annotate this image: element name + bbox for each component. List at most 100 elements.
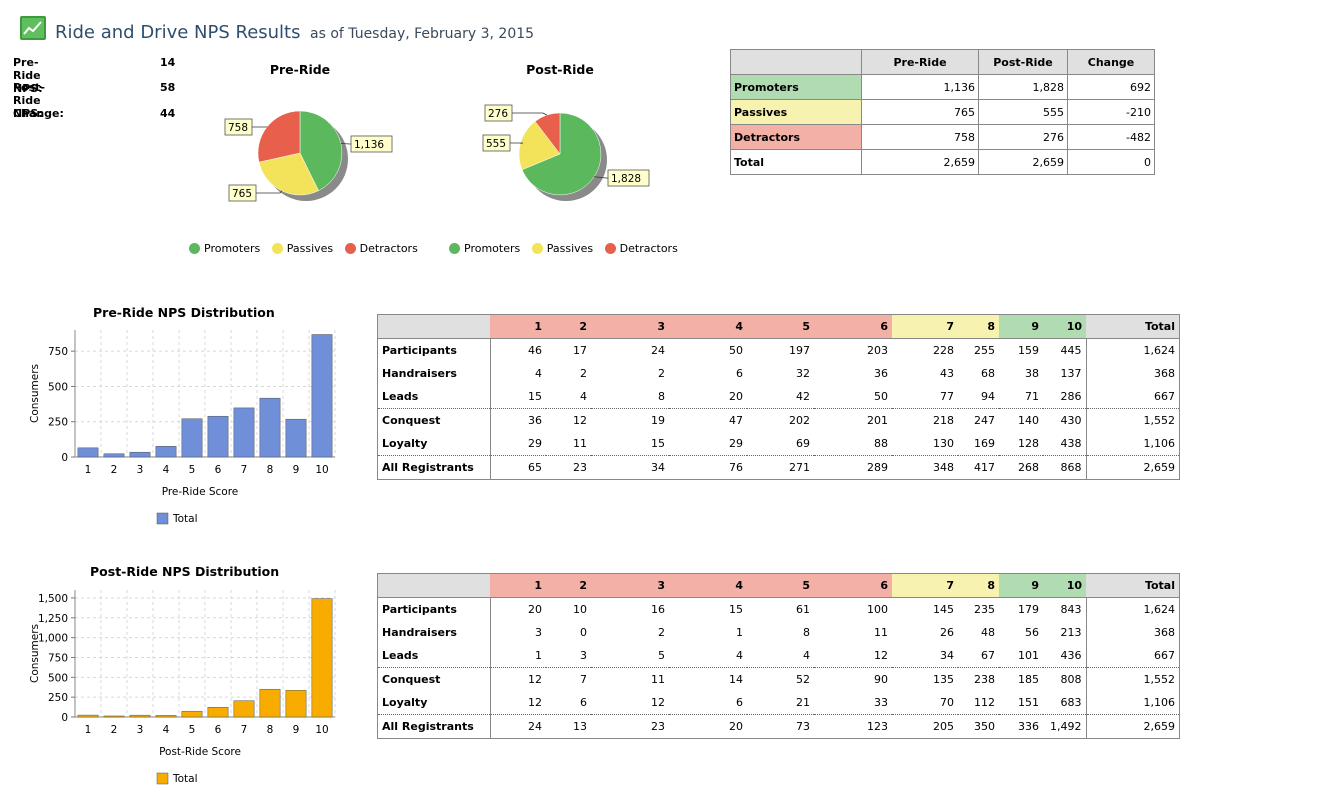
dist-col-header: 6 (814, 314, 892, 339)
dist-cell: 247 (974, 414, 995, 427)
dist-cell: 88 (814, 432, 892, 456)
dist-cell: 368 (1085, 621, 1180, 644)
dist-row-label: Handraisers (377, 362, 491, 385)
nps-label: Change: (13, 107, 64, 120)
dist-cell: 4 (669, 644, 747, 668)
nps-value: 44 (160, 107, 176, 120)
dist-cell: 12 (490, 691, 546, 715)
chart-logo-icon (20, 16, 46, 40)
pre-ride-bar-chart: 0 250 500 750 1 2 3 4 5 6 7 8 9 10 Pre-Ride Score Consu… (29, 330, 336, 525)
pie-label-box (228, 184, 257, 202)
pie-label-box (607, 169, 650, 187)
dist-cell: 151 (999, 691, 1043, 715)
summary-change: 692 (1067, 74, 1155, 100)
pre-ride-pie-title: Pre-Ride (269, 62, 331, 77)
dist-cell: 50 (729, 344, 743, 357)
dist-row-label: Participants (377, 597, 491, 621)
nps-value: 14 (160, 56, 176, 69)
summary-post: 1,828 (978, 74, 1068, 100)
dist-row-leads: Leads 15 4 8 20 42 50 77 94 71 286 667 (377, 385, 1180, 409)
legend-total: Total (172, 773, 198, 785)
dist-row-label: Conquest (377, 667, 491, 691)
bar-4 (155, 446, 177, 458)
dist-col-header: 2 (546, 314, 591, 339)
legend-total: Total (172, 513, 198, 525)
x-tick-label: 6 (215, 464, 222, 476)
summary-row-total: Total 2,659 2,659 0 (730, 149, 1155, 175)
dist-cell: 12 (573, 414, 587, 427)
dist-col-header: Total (1086, 573, 1180, 598)
page-title: Ride and Drive NPS Results (55, 22, 301, 43)
y-tick-label: 1,500 (38, 593, 68, 605)
y-axis-label: Consumers (29, 624, 41, 683)
bar-9 (285, 690, 307, 718)
x-tick-label: 7 (241, 464, 248, 476)
dist-row-participants: Participants 20 10 16 15 61 100 145 235 179 843 1,6… (377, 597, 1180, 621)
nps-label: Post-Ride NPS: (13, 81, 45, 120)
dist-cell: 145 (933, 603, 954, 616)
dist-cell: 38 (1025, 367, 1039, 380)
dist-col-header: Total (1086, 314, 1180, 339)
bar-5 (181, 710, 203, 718)
dist-cell: 32 (796, 367, 810, 380)
dist-cell: 70 (892, 691, 958, 715)
dist-cell: 15 (729, 603, 743, 616)
dist-col-header: 8 (958, 314, 999, 339)
bar-8 (259, 397, 281, 458)
dist-cell: 6 (546, 691, 591, 715)
dist-cell: 12 (591, 691, 669, 715)
x-tick-label: 9 (293, 464, 300, 476)
dist-cell: 13 (546, 714, 591, 739)
y-tick-label: 0 (61, 712, 68, 724)
dist-cell: 24 (490, 714, 546, 739)
summary-pre: 765 (861, 99, 979, 125)
dist-row-label: All Registrants (377, 455, 491, 480)
dist-cell: 47 (729, 414, 743, 427)
dist-cell: 42 (747, 385, 814, 409)
dist-cell: 69 (747, 432, 814, 456)
pie-value-label: 1,136 (354, 139, 384, 151)
nps-value: 58 (160, 81, 176, 94)
dist-cell: 1,492 (1043, 714, 1086, 739)
dist-cell: 11 (651, 673, 665, 686)
dist-header-row: 1 2 3 4 5 6 7 8 9 10 Total (377, 314, 1180, 339)
dist-cell: 417 (958, 455, 999, 480)
dist-cell: 20 (528, 603, 542, 616)
dist-cell: 159 (1018, 344, 1039, 357)
dist-row-label: Leads (377, 385, 491, 409)
dist-cell: 23 (591, 714, 669, 739)
dist-row-all-registrants: All Registrants 65 23 34 76 271 289 348 417 268 86… (377, 455, 1180, 480)
y-tick-label: 500 (48, 672, 68, 684)
legend-passives: Passives (271, 242, 333, 255)
dist-cell: 14 (729, 673, 743, 686)
dist-cell: 368 (1085, 362, 1180, 385)
dist-col-header: 2 (546, 573, 591, 598)
pie-slice-passives (258, 152, 319, 196)
summary-change: -210 (1067, 99, 1155, 125)
dist-cell: 1,624 (1085, 338, 1180, 362)
dist-row-label: Participants (377, 338, 491, 362)
x-tick-label: 9 (293, 724, 300, 736)
dist-header-row: 1 2 3 4 5 6 7 8 9 10 Total (377, 573, 1180, 598)
bar-7 (233, 407, 255, 458)
dist-cell: 48 (981, 626, 995, 639)
pie-value-label: 765 (232, 188, 252, 200)
legend-promoters: Promoters (189, 242, 260, 255)
dist-cell: 289 (814, 455, 892, 480)
dist-cell: 77 (892, 385, 958, 409)
dist-col-header: 3 (591, 573, 669, 598)
bar-6 (207, 415, 229, 458)
dist-cell: 12 (814, 644, 892, 668)
x-tick-label: 6 (215, 724, 222, 736)
bar-3 (129, 451, 151, 458)
dist-cell: 67 (958, 644, 999, 668)
dist-cell: 179 (1018, 603, 1039, 616)
x-tick-label: 3 (137, 724, 144, 736)
dist-cell: 36 (874, 367, 888, 380)
dist-cell: 8 (591, 385, 669, 409)
dist-cell: 438 (1043, 432, 1086, 456)
pie-slice-detractors (257, 110, 301, 163)
summary-post: 555 (978, 99, 1068, 125)
pie-value-label: 1,828 (611, 173, 641, 185)
dist-col-header (377, 314, 490, 339)
